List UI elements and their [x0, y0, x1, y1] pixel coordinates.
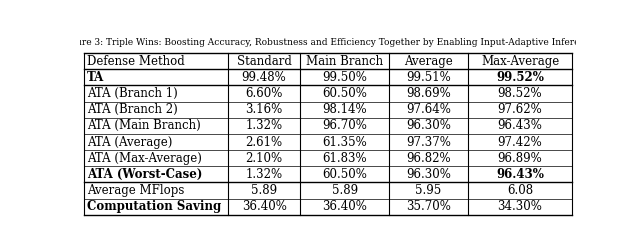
Text: 97.64%: 97.64%	[406, 103, 451, 116]
Text: 97.37%: 97.37%	[406, 136, 451, 148]
Text: 99.50%: 99.50%	[322, 71, 367, 84]
Text: 96.30%: 96.30%	[406, 168, 451, 181]
Text: 96.89%: 96.89%	[498, 152, 543, 165]
Text: 2.61%: 2.61%	[246, 136, 283, 148]
Text: 60.50%: 60.50%	[322, 87, 367, 100]
Text: 96.70%: 96.70%	[322, 119, 367, 132]
Text: 36.40%: 36.40%	[322, 200, 367, 213]
Text: TA: TA	[87, 71, 104, 84]
Text: ATA (Worst-Case): ATA (Worst-Case)	[87, 168, 202, 181]
Text: 36.40%: 36.40%	[242, 200, 287, 213]
Text: 2.10%: 2.10%	[246, 152, 283, 165]
Text: Computation Saving: Computation Saving	[87, 200, 221, 213]
Text: ATA (Branch 1): ATA (Branch 1)	[87, 87, 178, 100]
Text: Figure 3: Triple Wins: Boosting Accuracy, Robustness and Efficiency Together by : Figure 3: Triple Wins: Boosting Accuracy…	[61, 38, 595, 47]
Text: 5.89: 5.89	[251, 184, 277, 197]
Text: 96.30%: 96.30%	[406, 119, 451, 132]
Text: Average: Average	[404, 55, 453, 68]
Text: 99.48%: 99.48%	[242, 71, 287, 84]
Text: ATA (Branch 2): ATA (Branch 2)	[87, 103, 178, 116]
Text: 96.43%: 96.43%	[498, 119, 543, 132]
Text: 99.52%: 99.52%	[496, 71, 544, 84]
Text: 1.32%: 1.32%	[246, 168, 283, 181]
Text: 96.82%: 96.82%	[406, 152, 451, 165]
Text: 6.08: 6.08	[507, 184, 533, 197]
Text: ATA (Main Branch): ATA (Main Branch)	[87, 119, 201, 132]
Text: Defense Method: Defense Method	[87, 55, 185, 68]
Text: ATA (Average): ATA (Average)	[87, 136, 172, 148]
Text: Average MFlops: Average MFlops	[87, 184, 184, 197]
Text: 6.60%: 6.60%	[245, 87, 283, 100]
Text: 98.52%: 98.52%	[498, 87, 542, 100]
Text: Standard: Standard	[237, 55, 291, 68]
Text: 1.32%: 1.32%	[246, 119, 283, 132]
Text: 5.95: 5.95	[415, 184, 442, 197]
Text: 60.50%: 60.50%	[322, 168, 367, 181]
Text: Main Branch: Main Branch	[306, 55, 383, 68]
Text: ATA (Max-Average): ATA (Max-Average)	[87, 152, 202, 165]
Text: 61.83%: 61.83%	[323, 152, 367, 165]
Text: 96.43%: 96.43%	[496, 168, 544, 181]
Text: 3.16%: 3.16%	[245, 103, 283, 116]
Text: 5.89: 5.89	[332, 184, 358, 197]
Text: 99.51%: 99.51%	[406, 71, 451, 84]
Text: 98.69%: 98.69%	[406, 87, 451, 100]
Text: 97.42%: 97.42%	[498, 136, 543, 148]
Text: 35.70%: 35.70%	[406, 200, 451, 213]
Text: 97.62%: 97.62%	[498, 103, 543, 116]
Text: 61.35%: 61.35%	[322, 136, 367, 148]
Text: 98.14%: 98.14%	[323, 103, 367, 116]
Text: Max-Average: Max-Average	[481, 55, 559, 68]
Text: 34.30%: 34.30%	[498, 200, 543, 213]
